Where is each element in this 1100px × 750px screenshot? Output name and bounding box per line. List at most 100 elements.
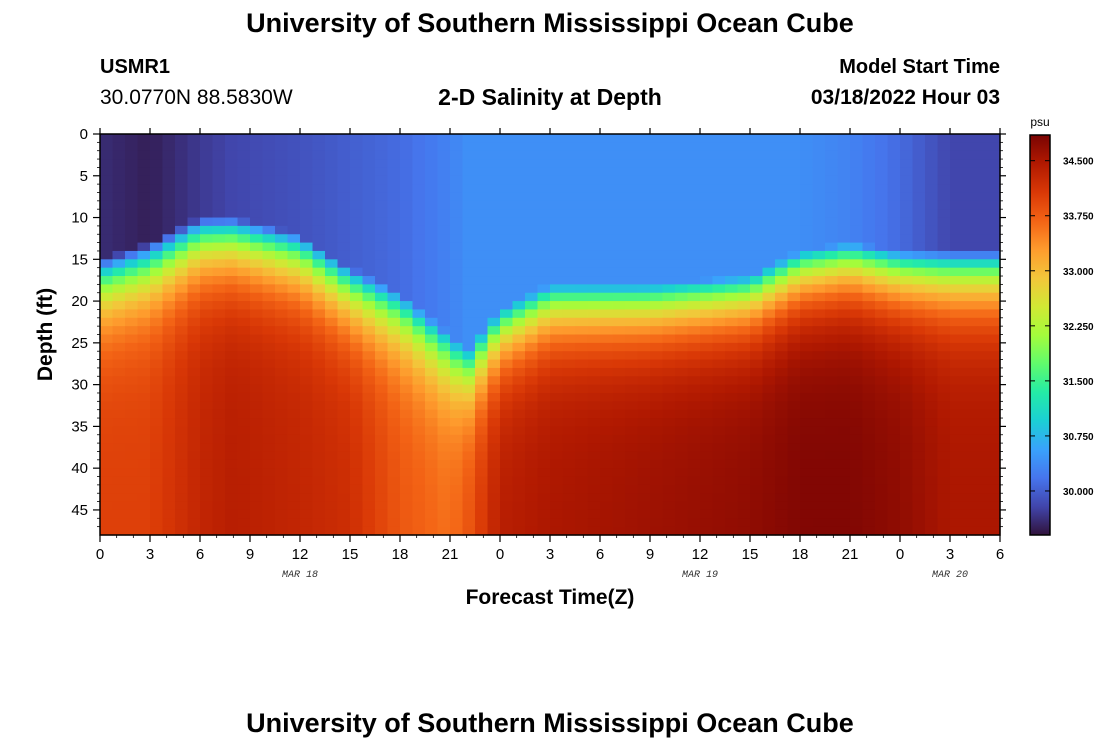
heatmap-cell bbox=[487, 284, 501, 294]
colorbar-tick-label: 33.750 bbox=[1063, 212, 1094, 223]
heatmap-cell bbox=[662, 284, 676, 294]
heatmap-cell bbox=[287, 301, 301, 311]
heatmap-cell bbox=[337, 142, 351, 152]
heatmap-cell bbox=[975, 259, 989, 269]
heatmap-cell bbox=[412, 476, 426, 486]
heatmap-cell bbox=[225, 476, 239, 486]
heatmap-cell bbox=[300, 351, 314, 361]
heatmap-cell bbox=[175, 459, 189, 469]
heatmap-cell bbox=[587, 317, 601, 327]
heatmap-cell bbox=[162, 167, 176, 177]
heatmap-cell bbox=[600, 367, 614, 377]
heatmap-cell bbox=[475, 276, 489, 285]
heatmap-cell bbox=[700, 334, 714, 344]
heatmap-cell bbox=[200, 167, 214, 177]
heatmap-cell bbox=[600, 242, 614, 252]
heatmap-cell bbox=[612, 184, 626, 194]
heatmap-cell bbox=[412, 217, 426, 227]
heatmap-cell bbox=[762, 217, 776, 227]
heatmap-cell bbox=[700, 367, 714, 377]
heatmap-cell bbox=[337, 159, 351, 169]
heatmap-cell bbox=[675, 142, 689, 152]
heatmap-cell bbox=[175, 309, 189, 319]
heatmap-cell bbox=[875, 526, 889, 536]
heatmap-cell bbox=[375, 309, 389, 319]
heatmap-cell bbox=[212, 317, 226, 327]
heatmap-cell bbox=[600, 426, 614, 436]
heatmap-cell bbox=[787, 192, 801, 202]
heatmap-cell bbox=[500, 134, 514, 143]
heatmap-cell bbox=[637, 468, 651, 478]
heatmap-cell bbox=[187, 276, 201, 285]
heatmap-cell bbox=[487, 184, 501, 194]
y-tick-label: 30 bbox=[71, 377, 88, 394]
heatmap-cell bbox=[875, 509, 889, 519]
heatmap-cell bbox=[875, 242, 889, 252]
heatmap-cell bbox=[387, 409, 401, 419]
heatmap-cell bbox=[412, 367, 426, 377]
heatmap-cell bbox=[925, 209, 939, 219]
heatmap-cell bbox=[225, 175, 239, 185]
heatmap-cell bbox=[475, 209, 489, 219]
heatmap-cell bbox=[350, 326, 364, 336]
heatmap-cell bbox=[162, 359, 176, 369]
heatmap-cell bbox=[912, 184, 926, 194]
heatmap-cell bbox=[600, 167, 614, 177]
heatmap-cell bbox=[462, 468, 476, 478]
heatmap-cell bbox=[150, 376, 164, 386]
heatmap-cell bbox=[712, 192, 726, 202]
heatmap-cell bbox=[887, 493, 901, 503]
heatmap-cell bbox=[600, 326, 614, 336]
heatmap-cell bbox=[187, 409, 201, 419]
heatmap-cell bbox=[312, 234, 326, 244]
heatmap-cell bbox=[862, 159, 876, 169]
heatmap-cell bbox=[650, 267, 664, 277]
heatmap-cell bbox=[887, 367, 901, 377]
heatmap-cell bbox=[112, 284, 126, 294]
heatmap-cell bbox=[450, 518, 464, 528]
heatmap-cell bbox=[600, 376, 614, 386]
heatmap-cell bbox=[625, 342, 639, 352]
heatmap-cell bbox=[300, 376, 314, 386]
heatmap-cell bbox=[337, 376, 351, 386]
heatmap-cell bbox=[812, 351, 826, 361]
heatmap-cell bbox=[662, 501, 676, 511]
heatmap-cell bbox=[137, 326, 151, 336]
heatmap-cell bbox=[225, 200, 239, 210]
heatmap-cell bbox=[412, 459, 426, 469]
heatmap-cell bbox=[625, 276, 639, 285]
heatmap-cell bbox=[437, 501, 451, 511]
heatmap-cell bbox=[787, 342, 801, 352]
heatmap-cell bbox=[387, 259, 401, 269]
heatmap-cell bbox=[287, 142, 301, 152]
heatmap-cell bbox=[762, 518, 776, 528]
heatmap-cell bbox=[562, 159, 576, 169]
heatmap-cell bbox=[375, 476, 389, 486]
heatmap-cell bbox=[525, 167, 539, 177]
heatmap-cell bbox=[712, 418, 726, 427]
heatmap-cell bbox=[737, 526, 751, 536]
heatmap-cell bbox=[737, 334, 751, 344]
heatmap-cell bbox=[625, 401, 639, 411]
heatmap-cell bbox=[850, 317, 864, 327]
heatmap-cell bbox=[937, 342, 951, 352]
heatmap-cell bbox=[900, 259, 914, 269]
heatmap-cell bbox=[125, 401, 139, 411]
heatmap-cell bbox=[412, 200, 426, 210]
heatmap-cell bbox=[462, 317, 476, 327]
heatmap-cell bbox=[450, 409, 464, 419]
x-tick-label: 21 bbox=[442, 546, 459, 563]
heatmap-cell bbox=[337, 476, 351, 486]
heatmap-cell bbox=[687, 192, 701, 202]
heatmap-cell bbox=[912, 367, 926, 377]
heatmap-cell bbox=[175, 493, 189, 503]
heatmap-cell bbox=[237, 493, 251, 503]
heatmap-cell bbox=[250, 200, 264, 210]
heatmap-cell bbox=[550, 175, 564, 185]
heatmap-cell bbox=[662, 426, 676, 436]
heatmap-cell bbox=[562, 434, 576, 444]
heatmap-cell bbox=[725, 159, 739, 169]
heatmap-cell bbox=[775, 468, 789, 478]
heatmap-cell bbox=[587, 451, 601, 461]
heatmap-cell bbox=[137, 367, 151, 377]
